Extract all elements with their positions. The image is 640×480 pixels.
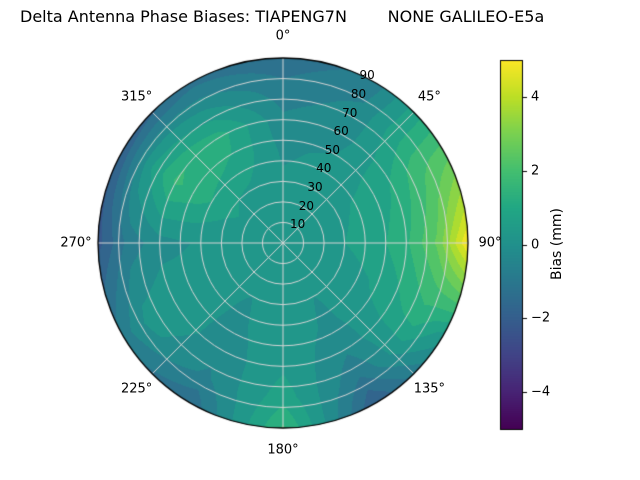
angular-label-315: 315° xyxy=(120,89,153,105)
radial-label-10: 10 xyxy=(290,217,306,232)
colorbar-label: Bias (mm) xyxy=(549,207,565,281)
chart-title: Delta Antenna Phase Biases: TIAPENG7N NO… xyxy=(20,7,545,26)
radial-label-60: 60 xyxy=(333,124,349,139)
radial-label-50: 50 xyxy=(324,142,341,157)
angular-label-90: 90° xyxy=(478,235,502,251)
radial-label-40: 40 xyxy=(316,161,332,176)
colorbar-tick-4: 4 xyxy=(531,89,540,105)
colorbar-tick-0: 0 xyxy=(531,237,540,252)
angular-label-0: 0° xyxy=(275,28,291,44)
colorbar-tick-neg2: −2 xyxy=(531,310,551,326)
colorbar-tick-neg4: −4 xyxy=(531,384,551,400)
colorbar-tick-2: 2 xyxy=(531,163,540,179)
radial-label-30: 30 xyxy=(307,180,323,195)
radial-label-70: 70 xyxy=(342,105,358,120)
radial-label-90: 90 xyxy=(359,68,375,83)
angular-label-45: 45° xyxy=(417,89,441,105)
radial-label-80: 80 xyxy=(350,86,367,101)
angular-label-270: 270° xyxy=(60,235,92,251)
angular-label-225: 225° xyxy=(120,381,153,397)
radial-label-20: 20 xyxy=(298,198,314,213)
angular-label-180: 180° xyxy=(267,442,299,458)
angular-label-135: 135° xyxy=(413,381,446,397)
